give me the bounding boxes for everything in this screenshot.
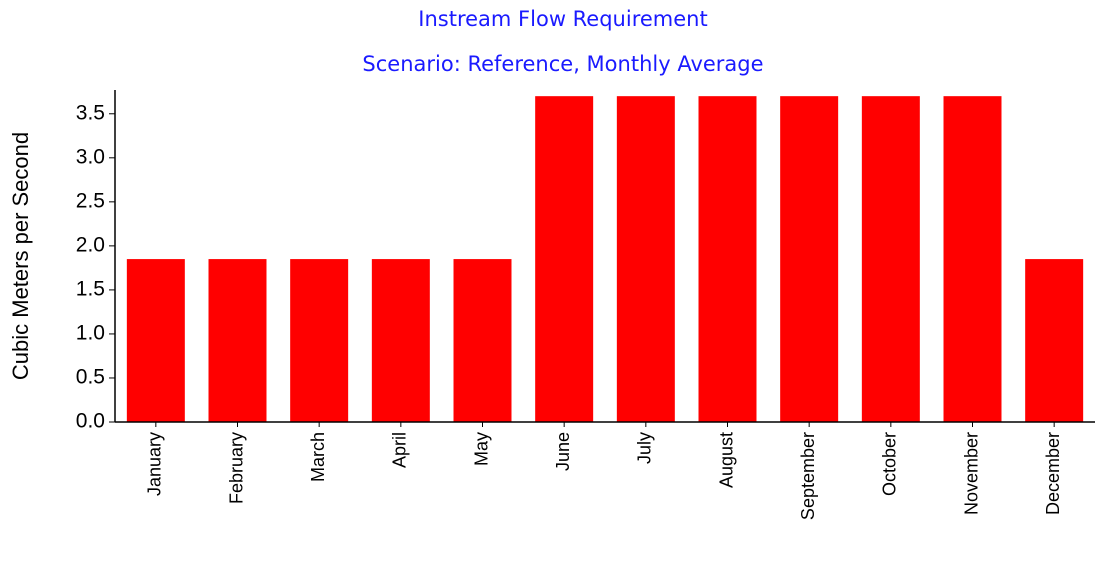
- y-axis-label: Cubic Meters per Second: [8, 132, 33, 380]
- x-tick-label: May: [471, 432, 491, 466]
- y-tick-label: 2.5: [76, 189, 105, 212]
- y-tick-label: 2.0: [76, 233, 105, 256]
- y-tick-label: 3.5: [76, 101, 105, 124]
- x-tick-label: November: [961, 432, 981, 515]
- bar: [126, 259, 185, 422]
- chart-title: Instream Flow Requirement: [418, 7, 707, 31]
- bar: [780, 96, 839, 422]
- x-tick-label: August: [716, 432, 736, 488]
- bar: [208, 259, 267, 422]
- x-tick-label: October: [880, 432, 900, 496]
- bar: [453, 259, 512, 422]
- x-tick-label: March: [308, 432, 328, 482]
- bar: [861, 96, 920, 422]
- y-tick-label: 1.5: [76, 277, 105, 300]
- bar: [698, 96, 757, 422]
- x-tick-label: June: [553, 432, 573, 471]
- bar: [943, 96, 1002, 422]
- bar: [290, 259, 349, 422]
- x-tick-label: January: [145, 432, 165, 496]
- x-tick-label: April: [390, 432, 410, 468]
- y-tick-label: 1.0: [76, 321, 105, 344]
- x-tick-label: July: [635, 432, 655, 464]
- y-tick-label: 3.0: [76, 145, 105, 168]
- bar: [535, 96, 594, 422]
- chart-subtitle: Scenario: Reference, Monthly Average: [362, 52, 763, 76]
- x-tick-label: December: [1043, 432, 1063, 515]
- y-tick-label: 0.5: [76, 366, 105, 389]
- x-tick-label: September: [798, 432, 818, 520]
- x-tick-label: February: [226, 432, 246, 504]
- bar: [371, 259, 430, 422]
- bar: [1025, 259, 1084, 422]
- bar: [616, 96, 675, 422]
- y-tick-label: 0.0: [76, 410, 105, 433]
